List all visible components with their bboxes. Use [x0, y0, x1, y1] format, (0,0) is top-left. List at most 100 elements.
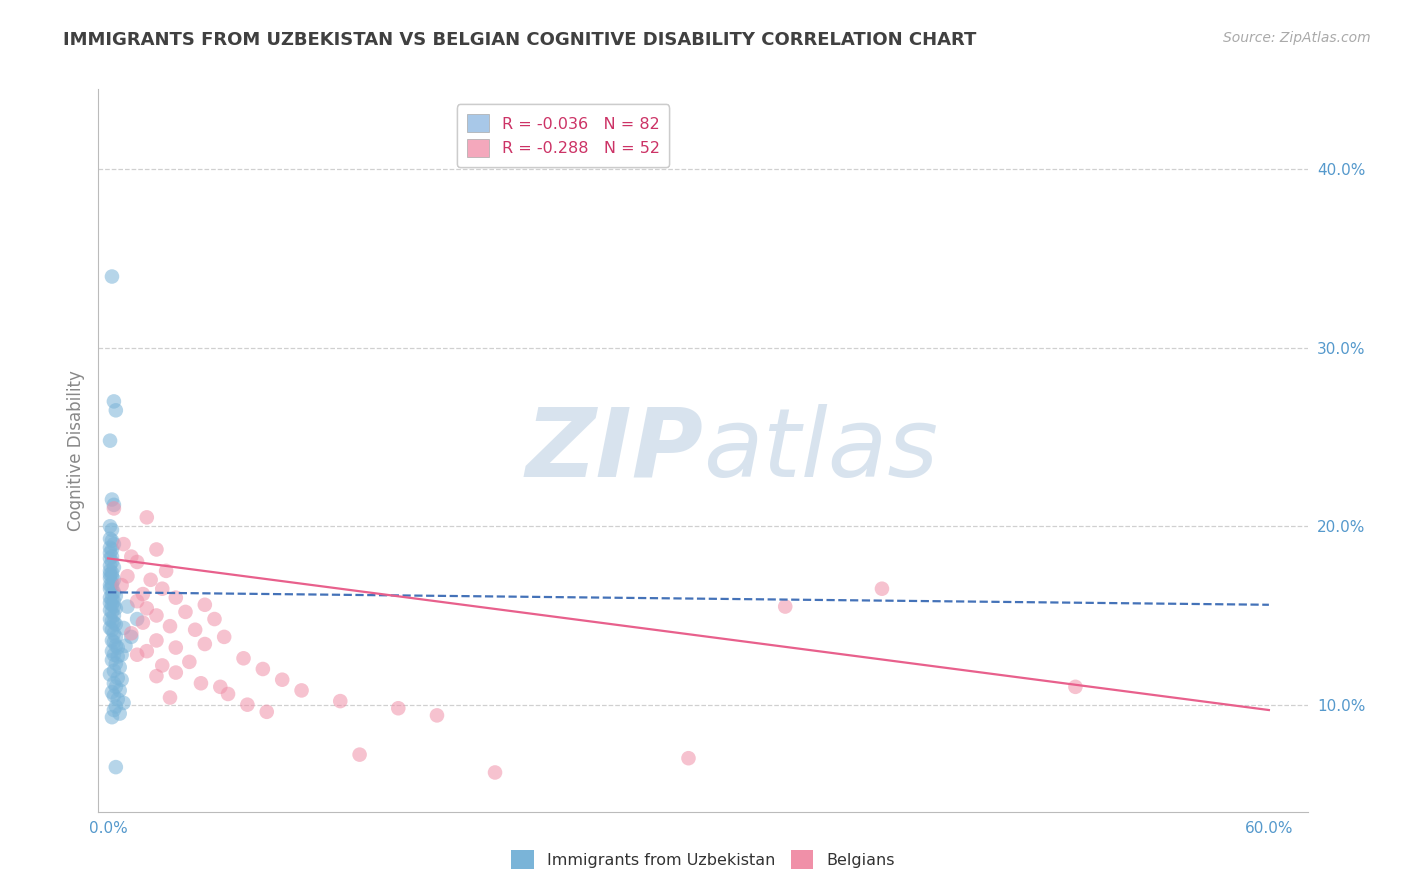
Point: [104, 589, 127, 603]
Point: [103, 594, 125, 608]
Point: [107, 692, 129, 706]
Point: [103, 676, 125, 690]
Point: [103, 615, 125, 630]
Point: [98, 578, 121, 592]
Point: [103, 599, 125, 614]
Point: [103, 608, 125, 623]
Point: [159, 619, 181, 633]
Point: [256, 705, 278, 719]
Point: [98, 546, 121, 560]
Point: [290, 683, 312, 698]
Point: [271, 673, 294, 687]
Point: [209, 680, 232, 694]
Point: [103, 573, 125, 587]
Point: [212, 630, 235, 644]
Point: [103, 664, 125, 678]
Point: [165, 665, 187, 680]
Point: [103, 537, 125, 551]
Point: [426, 708, 449, 723]
Point: [101, 576, 124, 591]
Point: [101, 549, 124, 564]
Point: [111, 648, 134, 662]
Text: IMMIGRANTS FROM UZBEKISTAN VS BELGIAN COGNITIVE DISABILITY CORRELATION CHART: IMMIGRANTS FROM UZBEKISTAN VS BELGIAN CO…: [63, 31, 977, 49]
Point: [150, 582, 173, 596]
Point: [101, 542, 124, 557]
Point: [104, 680, 127, 694]
Point: [98, 558, 121, 573]
Point: [103, 560, 125, 574]
Point: [101, 592, 124, 607]
Point: [98, 567, 121, 582]
Legend: Immigrants from Uzbekistan, Belgians: Immigrants from Uzbekistan, Belgians: [505, 844, 901, 875]
Point: [107, 640, 129, 655]
Point: [98, 603, 121, 617]
Point: [101, 653, 124, 667]
Text: Source: ZipAtlas.com: Source: ZipAtlas.com: [1223, 31, 1371, 45]
Point: [101, 614, 124, 628]
Point: [112, 621, 135, 635]
Point: [108, 683, 131, 698]
Point: [104, 403, 127, 417]
Point: [678, 751, 700, 765]
Point: [98, 596, 121, 610]
Point: [101, 685, 124, 699]
Point: [127, 555, 149, 569]
Point: [98, 667, 121, 681]
Point: [101, 633, 124, 648]
Point: [101, 569, 124, 583]
Point: [101, 566, 124, 580]
Point: [103, 501, 125, 516]
Point: [101, 492, 124, 507]
Point: [98, 582, 121, 596]
Point: [101, 269, 124, 284]
Point: [101, 644, 124, 658]
Point: [135, 510, 157, 524]
Point: [103, 648, 125, 662]
Point: [112, 696, 135, 710]
Point: [98, 571, 121, 585]
Point: [190, 676, 212, 690]
Point: [135, 644, 157, 658]
Point: [159, 690, 181, 705]
Point: [184, 623, 207, 637]
Point: [349, 747, 371, 762]
Point: [103, 689, 125, 703]
Point: [108, 660, 131, 674]
Point: [103, 394, 125, 409]
Point: [145, 633, 167, 648]
Point: [165, 591, 187, 605]
Point: [98, 564, 121, 578]
Point: [101, 623, 124, 637]
Point: [107, 649, 129, 664]
Point: [98, 532, 121, 546]
Point: [104, 601, 127, 615]
Point: [111, 578, 134, 592]
Point: [101, 580, 124, 594]
Point: [329, 694, 352, 708]
Point: [111, 673, 134, 687]
Point: [232, 651, 254, 665]
Point: [179, 655, 201, 669]
Point: [236, 698, 259, 712]
Point: [112, 537, 135, 551]
Text: ZIP: ZIP: [524, 404, 703, 497]
Point: [145, 669, 167, 683]
Point: [484, 765, 506, 780]
Point: [194, 598, 217, 612]
Point: [120, 630, 142, 644]
Point: [155, 564, 177, 578]
Point: [1064, 680, 1087, 694]
Point: [101, 555, 124, 569]
Point: [870, 582, 893, 596]
Point: [103, 626, 125, 640]
Point: [98, 519, 121, 533]
Point: [104, 617, 127, 632]
Point: [104, 657, 127, 671]
Point: [101, 605, 124, 619]
Point: [101, 598, 124, 612]
Point: [174, 605, 197, 619]
Legend: R = -0.036   N = 82, R = -0.288   N = 52: R = -0.036 N = 82, R = -0.288 N = 52: [457, 104, 669, 167]
Point: [101, 523, 124, 537]
Point: [252, 662, 274, 676]
Point: [114, 639, 136, 653]
